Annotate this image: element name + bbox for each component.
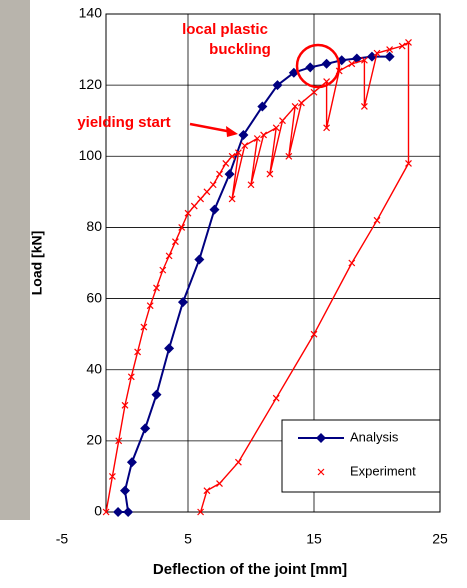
point bbox=[197, 195, 205, 203]
point bbox=[222, 159, 230, 167]
y-axis-label: Load [kN] bbox=[29, 231, 45, 296]
point bbox=[398, 42, 406, 50]
y-tick-label: 140 bbox=[79, 5, 103, 21]
point bbox=[209, 181, 217, 189]
y-tick-label: 80 bbox=[86, 218, 102, 234]
x-tick-label: 5 bbox=[184, 531, 192, 547]
point bbox=[224, 169, 235, 180]
point bbox=[285, 152, 293, 160]
point bbox=[310, 88, 318, 96]
point bbox=[272, 394, 280, 402]
legend-label: Experiment bbox=[350, 463, 416, 478]
x-tick-label: 15 bbox=[306, 531, 322, 547]
point bbox=[373, 49, 381, 57]
x-tick-label: -5 bbox=[56, 531, 69, 547]
point bbox=[321, 58, 332, 69]
point bbox=[373, 216, 381, 224]
point bbox=[177, 297, 188, 308]
legend-marker bbox=[316, 433, 326, 443]
point bbox=[305, 62, 316, 73]
y-tick-label: 100 bbox=[79, 147, 103, 163]
highlight-circle bbox=[295, 43, 341, 89]
point bbox=[151, 389, 162, 400]
y-tick-label: 40 bbox=[86, 360, 102, 376]
point bbox=[291, 103, 299, 110]
point bbox=[360, 103, 368, 110]
point bbox=[194, 254, 205, 265]
arrow-head bbox=[226, 126, 238, 137]
point bbox=[203, 188, 211, 196]
point bbox=[257, 101, 268, 112]
point bbox=[253, 135, 261, 142]
point bbox=[159, 266, 167, 274]
point bbox=[266, 170, 274, 178]
point bbox=[360, 56, 368, 64]
point bbox=[272, 124, 280, 132]
point bbox=[405, 159, 412, 167]
point bbox=[153, 284, 160, 292]
y-tick-label: 120 bbox=[79, 76, 103, 92]
point bbox=[203, 487, 211, 495]
point bbox=[165, 252, 173, 260]
point bbox=[228, 195, 236, 203]
point bbox=[209, 204, 220, 215]
legend-label: Analysis bbox=[350, 429, 399, 444]
point bbox=[113, 507, 124, 517]
point bbox=[108, 473, 116, 480]
point bbox=[323, 124, 331, 132]
point bbox=[140, 423, 151, 434]
point bbox=[228, 152, 236, 160]
point bbox=[115, 437, 123, 445]
point bbox=[140, 323, 148, 331]
point bbox=[241, 142, 249, 150]
point bbox=[234, 458, 242, 466]
x-axis-label: Deflection of the joint [mm] bbox=[153, 561, 347, 578]
point bbox=[120, 485, 130, 496]
y-tick-label: 0 bbox=[94, 503, 102, 519]
annotation-arrow bbox=[189, 122, 233, 134]
point bbox=[234, 149, 242, 157]
point bbox=[216, 170, 223, 178]
y-tick-label: 20 bbox=[86, 432, 102, 448]
point bbox=[127, 373, 135, 381]
point bbox=[197, 508, 205, 516]
point bbox=[184, 209, 192, 217]
point bbox=[121, 401, 129, 409]
legend-marker bbox=[317, 468, 325, 476]
point bbox=[272, 80, 283, 91]
point bbox=[216, 480, 223, 487]
x-tick-label: 25 bbox=[432, 531, 448, 547]
point bbox=[178, 224, 186, 231]
point bbox=[348, 259, 356, 267]
point bbox=[238, 129, 249, 140]
point bbox=[171, 238, 179, 246]
point bbox=[366, 51, 377, 62]
point bbox=[386, 46, 394, 53]
point bbox=[102, 508, 110, 516]
point bbox=[134, 348, 142, 356]
annotation-line: local plastic bbox=[182, 21, 268, 38]
point bbox=[310, 330, 318, 338]
point bbox=[260, 131, 268, 139]
point bbox=[279, 117, 286, 125]
point bbox=[405, 39, 412, 46]
point bbox=[190, 202, 198, 210]
y-tick-label: 60 bbox=[86, 289, 102, 305]
point bbox=[247, 181, 255, 189]
point bbox=[126, 457, 137, 468]
point bbox=[146, 302, 154, 310]
point bbox=[348, 60, 356, 68]
annotation: local plastic buckling bbox=[182, 21, 271, 58]
point bbox=[164, 343, 175, 354]
annotation: yielding start bbox=[77, 114, 170, 131]
photo-strip bbox=[0, 0, 30, 520]
legend-box bbox=[281, 419, 441, 493]
point bbox=[123, 507, 134, 517]
point bbox=[384, 51, 395, 62]
point bbox=[297, 99, 305, 107]
annotation-line: buckling bbox=[209, 41, 271, 58]
